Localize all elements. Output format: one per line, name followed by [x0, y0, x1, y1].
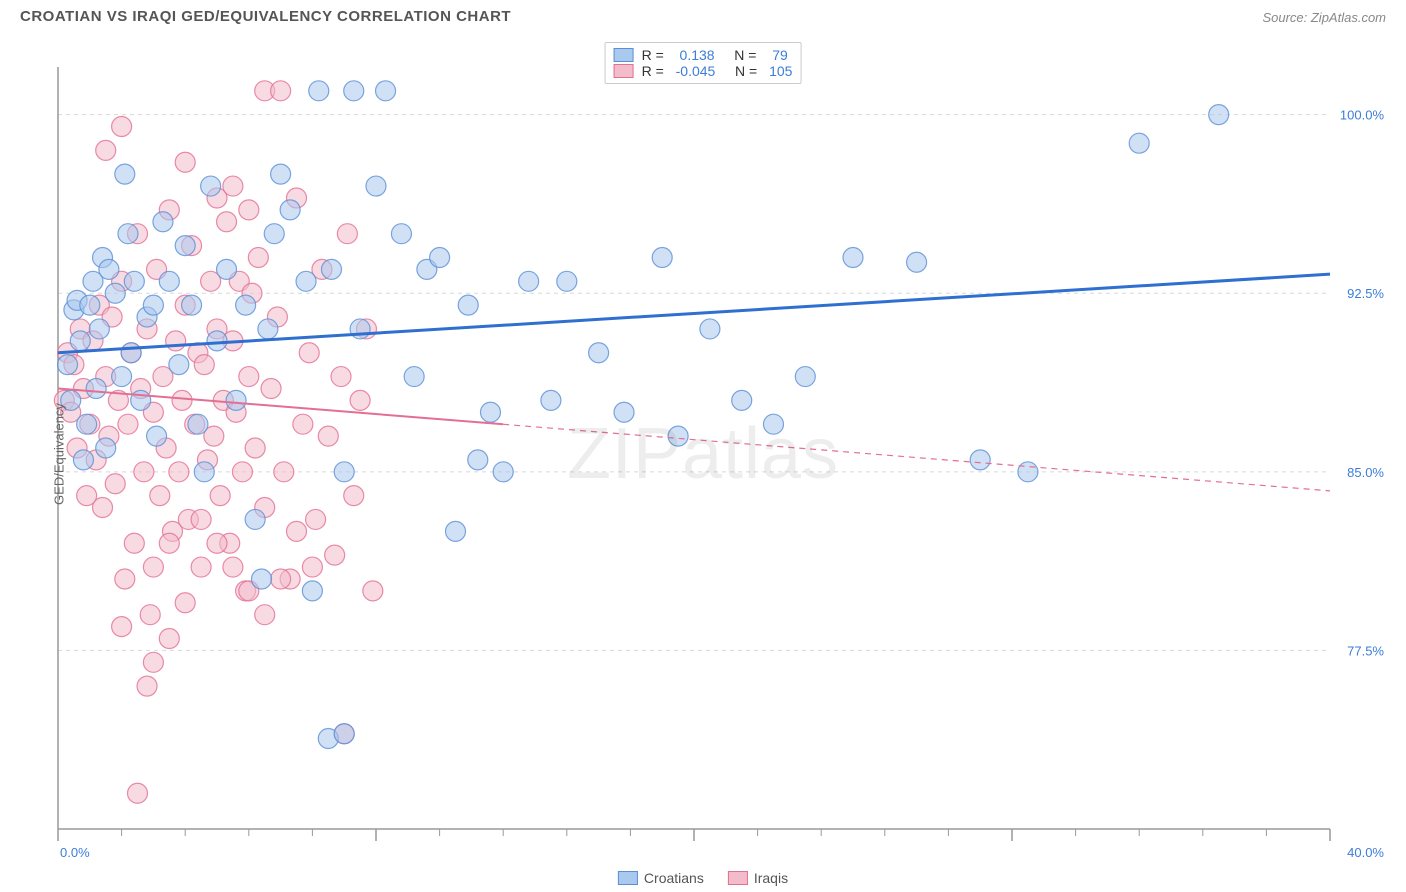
- legend-label: Iraqis: [754, 870, 788, 886]
- y-axis-label: GED/Equivalency: [51, 403, 66, 505]
- svg-text:100.0%: 100.0%: [1340, 108, 1385, 123]
- source-label: Source: ZipAtlas.com: [1262, 10, 1386, 25]
- legend-swatch: [614, 64, 634, 78]
- legend-label: Croatians: [644, 870, 704, 886]
- svg-text:77.5%: 77.5%: [1347, 643, 1384, 658]
- chart-title: CROATIAN VS IRAQI GED/EQUIVALENCY CORREL…: [20, 8, 511, 25]
- svg-text:0.0%: 0.0%: [60, 845, 90, 860]
- legend-stat-row: R = -0.045 N = 105: [614, 63, 793, 79]
- svg-text:92.5%: 92.5%: [1347, 286, 1384, 301]
- svg-text:85.0%: 85.0%: [1347, 465, 1384, 480]
- series-legend: Croatians Iraqis: [618, 870, 788, 886]
- legend-item: Iraqis: [728, 870, 788, 886]
- legend-swatch: [728, 871, 748, 885]
- legend-stat-row: R = 0.138 N = 79: [614, 47, 793, 63]
- legend-swatch: [618, 871, 638, 885]
- legend-swatch: [614, 48, 634, 62]
- legend-item: Croatians: [618, 870, 704, 886]
- svg-text:40.0%: 40.0%: [1347, 845, 1384, 860]
- scatter-chart: 100.0% 92.5% 85.0% 77.5% 0.0% 40.0%: [10, 29, 1396, 879]
- stats-legend: R = 0.138 N = 79R = -0.045 N = 105: [605, 42, 802, 84]
- chart-area: GED/Equivalency 100.0% 92.5% 85.0% 77.5% 0.0…: [10, 29, 1396, 879]
